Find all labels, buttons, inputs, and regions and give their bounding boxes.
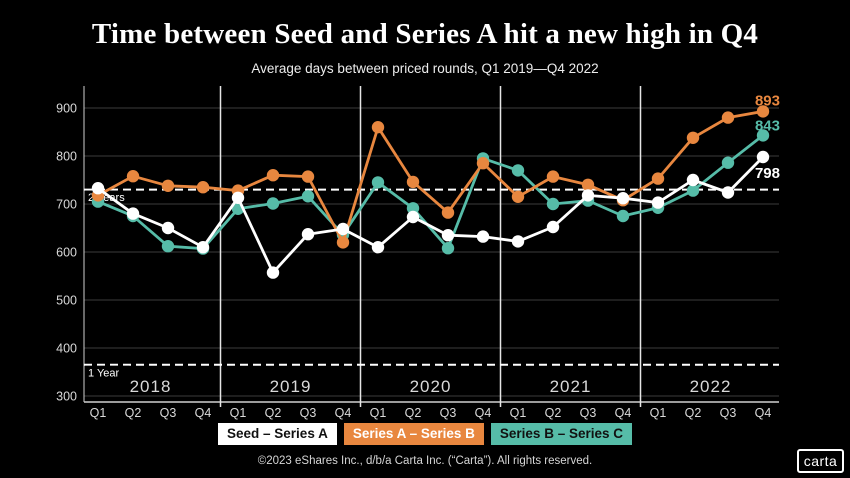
x-tick-label: Q3 (160, 406, 177, 420)
data-point (266, 197, 280, 210)
x-tick-label: Q4 (615, 406, 632, 420)
data-point (686, 184, 700, 197)
y-tick-label: 700 (56, 198, 77, 212)
data-point (196, 181, 210, 194)
data-point (231, 191, 245, 204)
legend-item-series-a-b: Series A – Series B (343, 423, 484, 445)
carta-logo-text: carta (803, 453, 838, 469)
data-point (406, 175, 420, 189)
y-tick-label: 300 (56, 390, 77, 404)
data-point (336, 222, 350, 236)
data-point (196, 241, 210, 254)
legend-item-seed-series-a: Seed – Series A (218, 423, 337, 445)
x-tick-label: Q1 (90, 406, 107, 420)
data-point (476, 157, 490, 170)
end-value-label: 893 (755, 92, 780, 109)
data-point (546, 197, 560, 211)
x-tick-label: Q2 (545, 406, 562, 420)
x-tick-label: Q1 (370, 406, 387, 420)
data-point (441, 229, 455, 242)
y-tick-label: 900 (56, 102, 77, 116)
data-point (581, 189, 595, 202)
data-point (616, 209, 630, 223)
year-label: 2018 (130, 377, 172, 396)
data-point (161, 179, 175, 192)
data-point (371, 176, 385, 189)
data-point (126, 207, 140, 220)
data-point (371, 121, 385, 134)
data-point (546, 170, 560, 183)
data-point (441, 206, 455, 219)
data-point (126, 170, 140, 183)
data-point (756, 129, 770, 142)
x-tick-label: Q1 (510, 406, 527, 420)
data-point (406, 202, 420, 215)
data-point (161, 221, 175, 235)
x-tick-label: Q2 (265, 406, 282, 420)
data-point (616, 192, 630, 205)
data-point (301, 190, 315, 203)
x-tick-label: Q4 (475, 406, 492, 420)
y-tick-label: 800 (56, 150, 77, 164)
data-point (161, 240, 175, 253)
data-point (511, 190, 525, 203)
data-point (721, 186, 735, 199)
data-point (546, 220, 560, 234)
x-tick-label: Q4 (195, 406, 212, 420)
data-point (686, 131, 700, 144)
x-tick-label: Q3 (580, 406, 597, 420)
x-tick-label: Q2 (685, 406, 702, 420)
x-tick-label: Q1 (650, 406, 667, 420)
data-point (371, 241, 385, 254)
data-point (651, 196, 665, 209)
y-tick-label: 500 (56, 294, 77, 308)
data-point (511, 235, 525, 248)
end-value-label: 798 (755, 165, 780, 182)
threshold-label-bg (85, 365, 130, 379)
year-label: 2020 (410, 377, 452, 396)
x-tick-label: Q3 (440, 406, 457, 420)
data-point (756, 150, 770, 164)
year-label: 2021 (550, 377, 592, 396)
chart-subtitle: Average days between priced rounds, Q1 2… (251, 61, 599, 76)
data-point (266, 169, 280, 182)
data-point (721, 111, 735, 124)
data-point (686, 173, 700, 187)
data-point (756, 105, 770, 118)
x-tick-label: Q3 (300, 406, 317, 420)
year-label: 2019 (270, 377, 312, 396)
x-tick-label: Q2 (405, 406, 422, 420)
y-tick-label: 400 (56, 342, 77, 356)
data-point (91, 182, 105, 195)
data-point (301, 170, 315, 183)
data-point (476, 230, 490, 243)
threshold-label: 1 Year (88, 367, 120, 379)
data-point (511, 164, 525, 177)
data-point (406, 210, 420, 224)
copyright-text: ©2023 eShares Inc., d/b/a Carta Inc. (“C… (257, 455, 593, 467)
data-point (266, 266, 280, 279)
data-point (301, 228, 315, 241)
page-title: Time between Seed and Series A hit a new… (91, 18, 759, 50)
y-tick-label: 600 (56, 246, 77, 260)
data-point (336, 236, 350, 249)
year-label: 2022 (690, 377, 732, 396)
data-point (721, 156, 735, 169)
series-line (96, 133, 765, 251)
legend: Seed – Series A Series A – Series B Seri… (0, 423, 850, 445)
end-value-label: 843 (755, 117, 780, 134)
legend-item-series-b-c: Series B – Series C (490, 423, 632, 445)
x-tick-label: Q1 (230, 406, 247, 420)
x-tick-label: Q4 (755, 406, 772, 420)
x-tick-label: Q2 (125, 406, 142, 420)
x-tick-label: Q3 (720, 406, 737, 420)
data-point (581, 178, 595, 191)
data-point (441, 242, 455, 255)
data-point (651, 172, 665, 185)
x-tick-label: Q4 (335, 406, 352, 420)
carta-logo: carta (797, 449, 844, 473)
